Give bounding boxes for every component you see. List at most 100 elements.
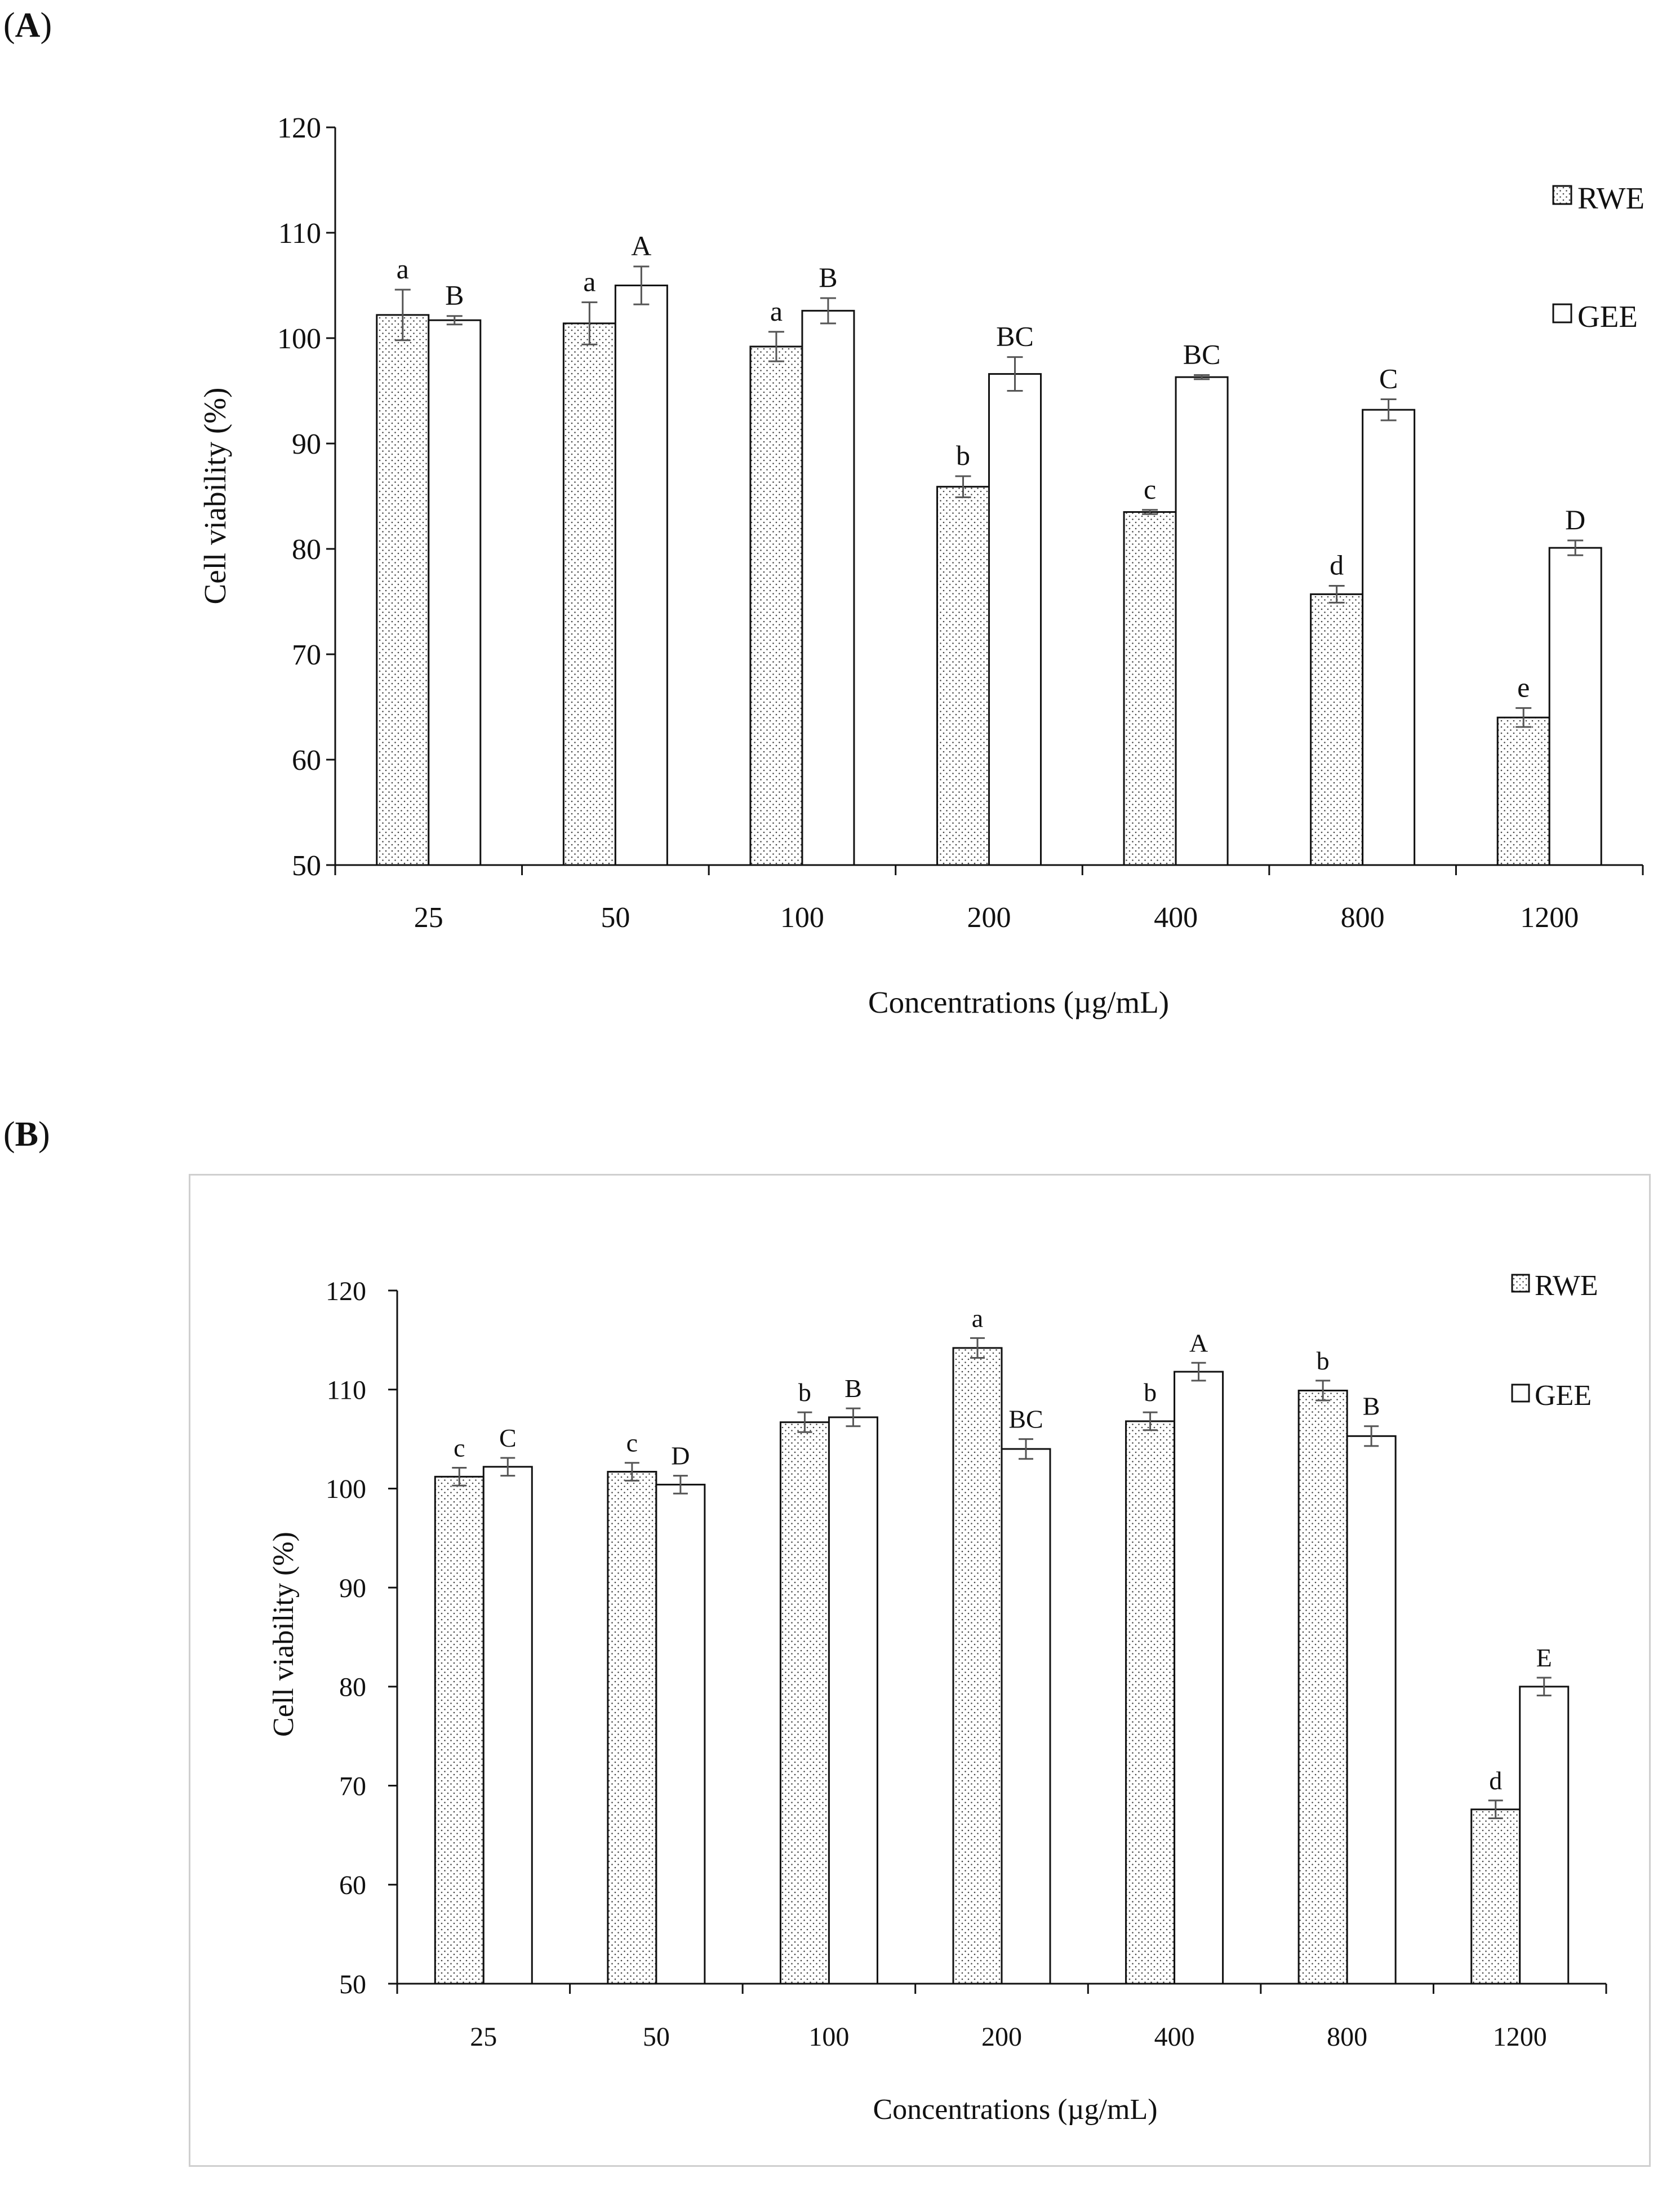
significance-letter: A: [1189, 1328, 1208, 1357]
y-tick-label: 80: [339, 1673, 366, 1702]
bar-gee: [1174, 1371, 1224, 1985]
bar-gee: [1346, 1435, 1397, 1985]
significance-letter: BC: [1008, 1405, 1043, 1434]
significance-letter: E: [1536, 1643, 1552, 1672]
y-tick-label: 70: [339, 1771, 366, 1801]
bar-gee: [828, 1416, 878, 1985]
bar-gee: [1362, 409, 1416, 866]
bar-rwe: [1496, 716, 1550, 866]
significance-letter: b: [798, 1378, 811, 1407]
significance-letter: BC: [1183, 338, 1221, 370]
significance-letter: d: [1330, 549, 1344, 580]
bar-gee: [614, 285, 668, 866]
y-tick-label: 60: [292, 744, 321, 777]
x-axis-title: Concentrations (µg/mL): [868, 985, 1169, 1019]
panel-label-a-letter: A: [15, 6, 41, 45]
legend-swatch: [1552, 303, 1572, 323]
significance-letter: BC: [996, 321, 1034, 352]
significance-letter: a: [583, 265, 595, 297]
significance-letter: D: [671, 1442, 690, 1470]
x-tick-label: 1200: [1520, 902, 1579, 934]
y-tick-label: 80: [292, 534, 321, 566]
bar-rwe: [1123, 511, 1177, 866]
chart-a: 50 60 70 80 90 100 110 120 25 50 100 200 400 800 1200 a…: [198, 112, 1645, 1019]
x-tick-label: 400: [1154, 902, 1198, 934]
significance-letter: B: [1363, 1392, 1380, 1421]
x-tick-label: 25: [470, 2022, 497, 2052]
bar-gee: [1175, 376, 1229, 866]
x-tick-label: 100: [808, 2022, 849, 2052]
legend-swatch: [1511, 1274, 1530, 1293]
significance-letter: d: [1489, 1766, 1502, 1795]
bar-rwe: [1310, 593, 1364, 866]
chart-b: 50 60 70 80 90 100 110 120 25 50 100 200 400 800 1200 c…: [268, 1270, 1607, 2126]
y-tick-label: 120: [277, 112, 321, 144]
x-tick-label: 50: [601, 902, 630, 934]
x-tick-label: 800: [1341, 902, 1385, 934]
significance-letter: c: [1144, 473, 1156, 505]
significance-letter: b: [1317, 1346, 1330, 1375]
y-tick-label: 110: [327, 1376, 366, 1405]
y-axis-title: Cell viability (%): [268, 1532, 300, 1737]
bar-gee: [482, 1466, 533, 1985]
bar-rwe: [1125, 1420, 1176, 1985]
panel-label-b-letter: B: [15, 1115, 39, 1154]
legend-label: GEE: [1577, 299, 1638, 334]
y-tick-label: 70: [292, 639, 321, 671]
bar-rwe: [952, 1347, 1003, 1985]
x-tick-label: 200: [981, 2022, 1022, 2052]
significance-letter: b: [956, 440, 970, 471]
bar-gee: [1519, 1686, 1570, 1985]
x-tick-label: 1200: [1493, 2022, 1547, 2052]
y-tick-label: 50: [339, 1970, 366, 1999]
y-tick-label: 100: [326, 1474, 366, 1504]
significance-letter: C: [499, 1424, 517, 1452]
x-tick-label: 25: [414, 902, 443, 934]
chart-b-frame: [189, 1174, 1651, 2167]
y-tick-label: 60: [339, 1870, 366, 1900]
significance-letter: c: [626, 1429, 638, 1457]
bar-gee: [988, 373, 1042, 866]
significance-letter: c: [454, 1434, 465, 1462]
y-tick-label: 90: [339, 1573, 366, 1603]
x-tick-label: 200: [967, 902, 1011, 934]
significance-letter: A: [631, 230, 651, 261]
bar-gee: [1548, 547, 1602, 866]
significance-letter: B: [445, 280, 464, 311]
legend-label: RWE: [1535, 1270, 1598, 1302]
bar-gee: [428, 319, 482, 866]
significance-letter: a: [397, 253, 409, 285]
legend-label: GEE: [1535, 1380, 1592, 1412]
bar-rwe: [562, 322, 616, 866]
bar-gee: [655, 1483, 706, 1985]
significance-letter: C: [1379, 362, 1398, 394]
significance-letter: a: [770, 295, 783, 327]
y-tick-label: 50: [292, 850, 321, 882]
bar-rwe: [936, 486, 990, 866]
y-axis-title: Cell viability (%): [198, 388, 232, 605]
x-axis-title: Concentrations (µg/mL): [873, 2094, 1157, 2126]
x-tick-label: 400: [1154, 2022, 1195, 2052]
y-tick-label: 120: [326, 1276, 366, 1306]
y-tick-label: 110: [278, 218, 321, 250]
panel-label-a: (A): [3, 6, 52, 45]
significance-letter: D: [1565, 504, 1585, 535]
bar-rwe: [1297, 1389, 1348, 1985]
legend-label: RWE: [1577, 181, 1645, 215]
x-tick-label: 50: [643, 2022, 670, 2052]
bar-rwe: [779, 1421, 830, 1985]
bar-rwe: [434, 1475, 485, 1985]
x-tick-label: 100: [780, 902, 824, 934]
bar-gee: [801, 309, 855, 866]
panel-label-b: (B): [3, 1115, 50, 1154]
significance-letter: e: [1517, 671, 1530, 703]
significance-letter: a: [972, 1303, 983, 1332]
x-tick-label: 800: [1327, 2022, 1367, 2052]
legend-swatch: [1552, 185, 1572, 205]
significance-letter: b: [1144, 1378, 1157, 1407]
y-tick-label: 90: [292, 428, 321, 460]
bar-rwe: [607, 1471, 657, 1985]
bar-rwe: [376, 314, 430, 866]
bar-rwe: [1470, 1808, 1521, 1985]
